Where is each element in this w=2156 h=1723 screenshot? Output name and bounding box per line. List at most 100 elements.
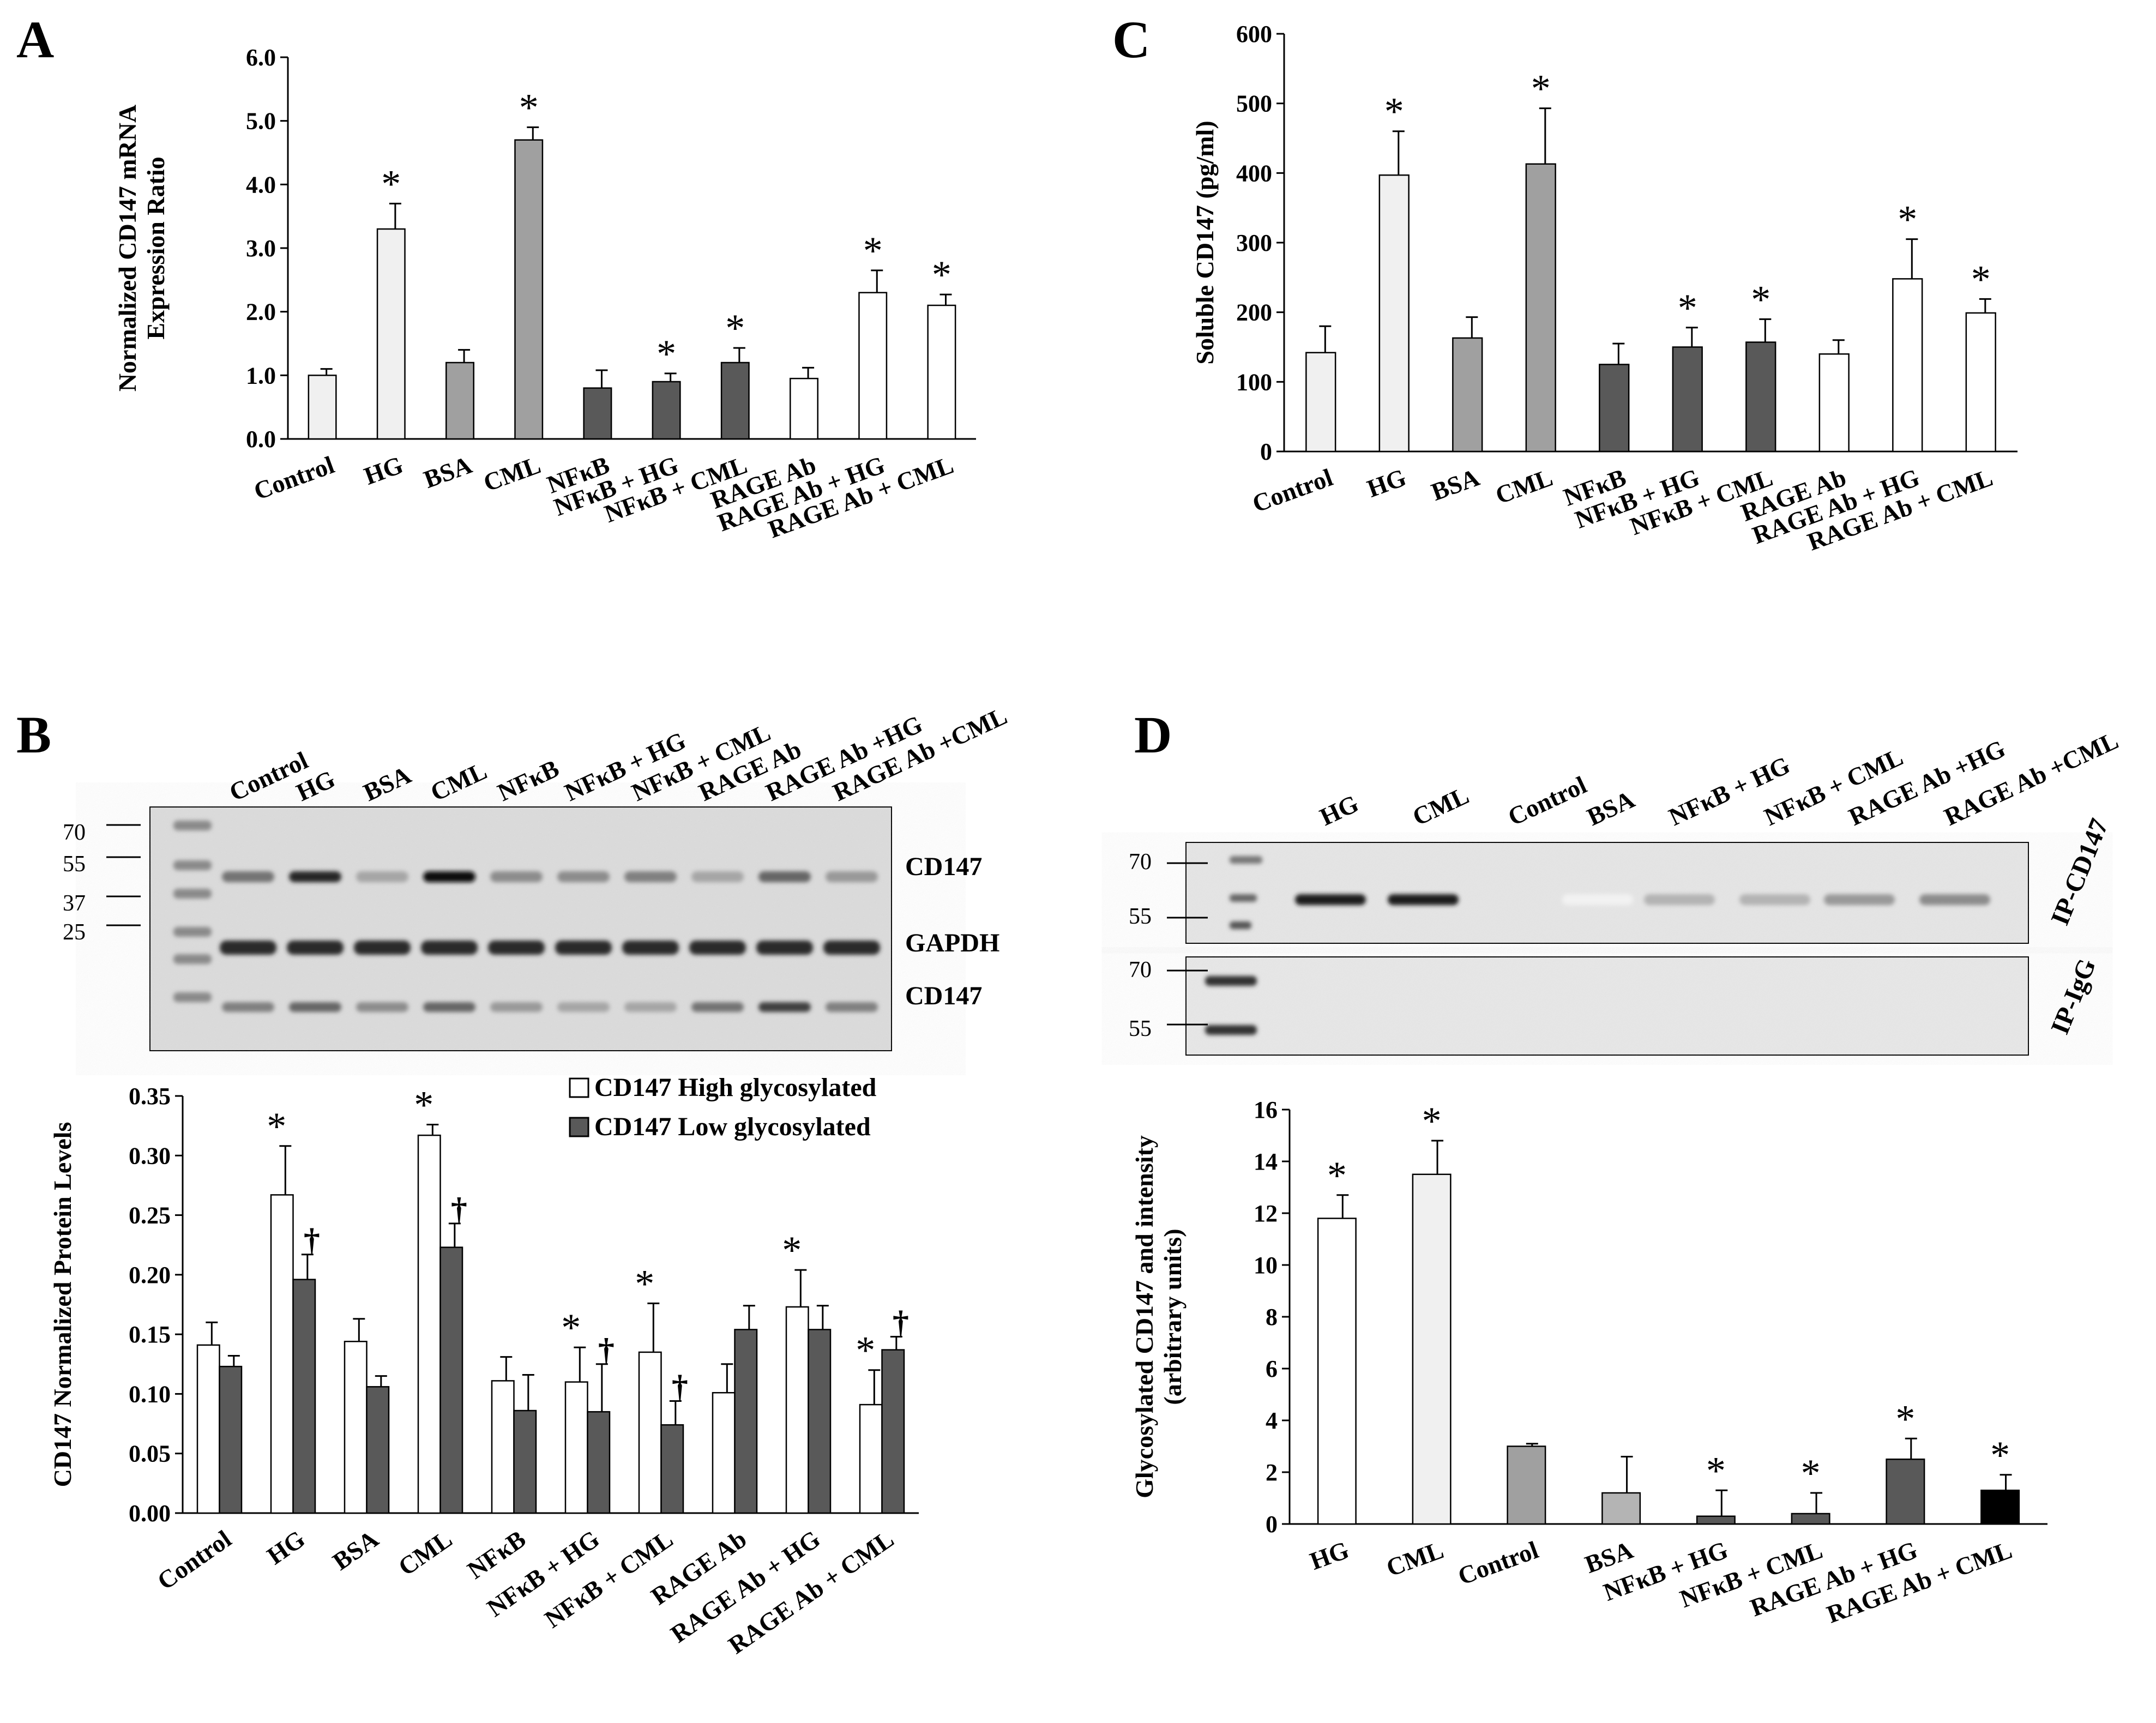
blot-b-marker-25: 25 [63, 920, 86, 945]
chart-c-x-label-bsa: BSA [1428, 463, 1483, 506]
blot-d-bands [1295, 894, 1990, 905]
chart-b-bar-cd147-high-glycosylated-hg [270, 1194, 294, 1514]
chart-b-significance-cd147-high-glycosylated-nfkb-hg: * [561, 1306, 581, 1350]
panel-letter-d: D [1134, 706, 1172, 764]
western-blot-d: 70 55 70 55 IP-CD147 IP-IgG HG CML Control… [1129, 726, 2123, 1056]
chart-a-bar-rage-ab-hg [858, 292, 888, 440]
chart-b-x-label-control: Control [152, 1525, 236, 1595]
chart-b-significance-cd147-high-glycosylated-rage-ab-cml: * [856, 1329, 875, 1372]
blot-d-lane-cml: CML [1408, 781, 1473, 831]
chart-d: 0 2 4 6 8 10 12 14 16 Glycosylated CD147 and inte… [1130, 1097, 2047, 1629]
chart-b-significance-cd147-high-glycosylated-nfkb-cml: * [635, 1262, 654, 1305]
chart-d-significance-rage-ab-hg: * [1895, 1397, 1915, 1441]
chart-d-significance-cml: * [1422, 1099, 1442, 1143]
chart-a-significance-cml: * [519, 86, 539, 129]
chart-d-bar-rage-ab-cml [1980, 1490, 2020, 1525]
chart-a-y-label: Expression Ratio [142, 156, 170, 339]
chart-b-significance-cd147-high-glycosylated-cml: * [414, 1083, 433, 1126]
panel-letter-a: A [16, 10, 54, 69]
chart-a-significance-rage-ab-cml: * [932, 253, 951, 297]
chart-a-x-label-control: Control [250, 450, 338, 505]
chart-c-bar-cml [1525, 163, 1556, 453]
chart-b-y-tick-label: 0.30 [129, 1142, 171, 1169]
chart-d-y-tick-label: 8 [1266, 1304, 1278, 1330]
chart-b-significance-cd147-low-glycosylated-cml: † [451, 1191, 467, 1227]
blot-b-band-cd147-low [423, 1002, 475, 1012]
chart-d-bar-nfkb-hg [1696, 1515, 1736, 1525]
chart-b-bar-cd147-low-glycosylated-nfkb-cml [660, 1424, 684, 1514]
chart-b-significance-cd147-high-glycosylated-rage-ab-hg: * [782, 1228, 802, 1272]
chart-d-y-tick-label: 6 [1266, 1355, 1278, 1382]
blot-b-band-cd147-high [289, 871, 341, 882]
chart-a-bar-hg [376, 228, 406, 440]
chart-a-x-label-cml: CML [480, 450, 544, 497]
chart-b-bar-cd147-low-glycosylated-rage-ab [734, 1329, 758, 1514]
blot-b-markers: 70 55 37 25 [63, 820, 141, 945]
chart-d-bar-nfkb-cml [1791, 1513, 1830, 1525]
chart-a-bar-bsa [445, 362, 474, 440]
blot-b-band-cd147-high [222, 871, 274, 882]
blot-d-lane-bsa: BSA [1583, 785, 1639, 831]
chart-b-significance-cd147-low-glycosylated-rage-ab-cml: † [893, 1305, 909, 1341]
chart-c-significance-nfkb-cml: * [1751, 278, 1770, 321]
chart-a-y-label: Normalized CD147 mRNA [113, 105, 141, 391]
blot-b-ladder [173, 821, 212, 1002]
chart-b-bar-cd147-high-glycosylated-bsa [344, 1341, 368, 1514]
chart-a-bar-rage-ab-cml [927, 304, 956, 440]
chart-b-bar-cd147-high-glycosylated-nfkb-cml [638, 1351, 662, 1514]
chart-b-y-tick-label: 0.05 [129, 1441, 171, 1467]
chart-a: 0.0 1.0 2.0 3.0 4.0 5.0 6.0 Normalized CD147 mR… [113, 44, 976, 544]
blot-d-ip-cd147-texture [1186, 842, 2028, 943]
chart-a-y-tick-label: 6.0 [246, 44, 276, 71]
chart-d-bar-cml [1412, 1173, 1452, 1525]
chart-a-y-tick-label: 5.0 [246, 108, 276, 135]
chart-a-y-tick-label: 4.0 [246, 171, 276, 198]
chart-d-y-tick-label: 16 [1254, 1097, 1278, 1123]
chart-a-bar-nfkb-cml [720, 362, 750, 440]
chart-b-bar-cd147-low-glycosylated-bsa [366, 1386, 390, 1514]
blot-d-marker-top-55: 55 [1129, 904, 1152, 929]
chart-b-legend-label-cd147-low-glycosylated: CD147 Low glycosylated [594, 1112, 871, 1141]
blot-b-band-cd147-high [826, 871, 878, 882]
blot-b-band-cd147-low [289, 1002, 341, 1012]
chart-c-bar-control [1305, 352, 1336, 453]
chart-b-bar-cd147-high-glycosylated-rage-ab [712, 1391, 736, 1514]
chart-d-bar-bsa [1601, 1492, 1641, 1525]
chart-a-bar-nfkb [583, 387, 612, 440]
chart-b-significance-cd147-low-glycosylated-nfkb-hg: † [598, 1332, 615, 1368]
blot-b-band-cd147-low [826, 1002, 878, 1012]
blot-b-band-cd147-high [691, 871, 744, 882]
chart-d-y-tick-label: 2 [1266, 1459, 1278, 1486]
blot-b-band-gapdh [488, 941, 545, 955]
chart-c-y-tick-label: 300 [1236, 230, 1272, 256]
chart-b-bar-cd147-high-glycosylated-rage-ab-hg [785, 1306, 809, 1514]
chart-b-y-tick-label: 0.25 [129, 1202, 171, 1229]
chart-c-y-tick-label: 500 [1236, 91, 1272, 117]
chart-d-significance-nfkb-cml: * [1801, 1451, 1821, 1495]
blot-b-band-cd147-high [490, 871, 543, 882]
blot-b-marker-70: 70 [63, 820, 86, 845]
chart-b-legend-swatch-cd147-high-glycosylated [569, 1077, 589, 1098]
blot-b-band-cd147-low [222, 1002, 274, 1012]
chart-c-significance-rage-ab-hg: * [1898, 198, 1917, 242]
blot-b-band-cd147-high [758, 871, 811, 882]
chart-b-bar-cd147-low-glycosylated-cml [439, 1246, 463, 1514]
blot-b-band-gapdh [756, 941, 813, 955]
chart-d-bar-control [1507, 1445, 1546, 1525]
chart-b: 0.00 0.05 0.10 0.15 0.20 0.25 0.30 0.35 CD147 No… [49, 1073, 919, 1659]
chart-c-y-tick-label: 100 [1236, 369, 1272, 395]
chart-b-y-label: CD147 Normalized Protein Levels [49, 1122, 76, 1487]
chart-b-y-tick-label: 0.10 [129, 1381, 171, 1407]
chart-b-x-label-hg: HG [262, 1525, 310, 1570]
blot-b-band-cd147-low [624, 1002, 677, 1012]
chart-b-significance-cd147-low-glycosylated-nfkb-cml: † [672, 1369, 688, 1405]
blot-b-band-cd147-low [356, 1002, 408, 1012]
chart-c-bar-nfkb-hg [1672, 346, 1703, 453]
blot-b-band-gapdh [220, 941, 276, 955]
chart-a-y-tick-label: 3.0 [246, 235, 276, 262]
chart-c-significance-nfkb-hg: * [1678, 286, 1697, 330]
chart-c-bar-rage-ab-cml [1965, 312, 1996, 453]
chart-a-significance-rage-ab-hg: * [863, 229, 883, 273]
chart-b-bar-cd147-high-glycosylated-cml [417, 1134, 441, 1514]
